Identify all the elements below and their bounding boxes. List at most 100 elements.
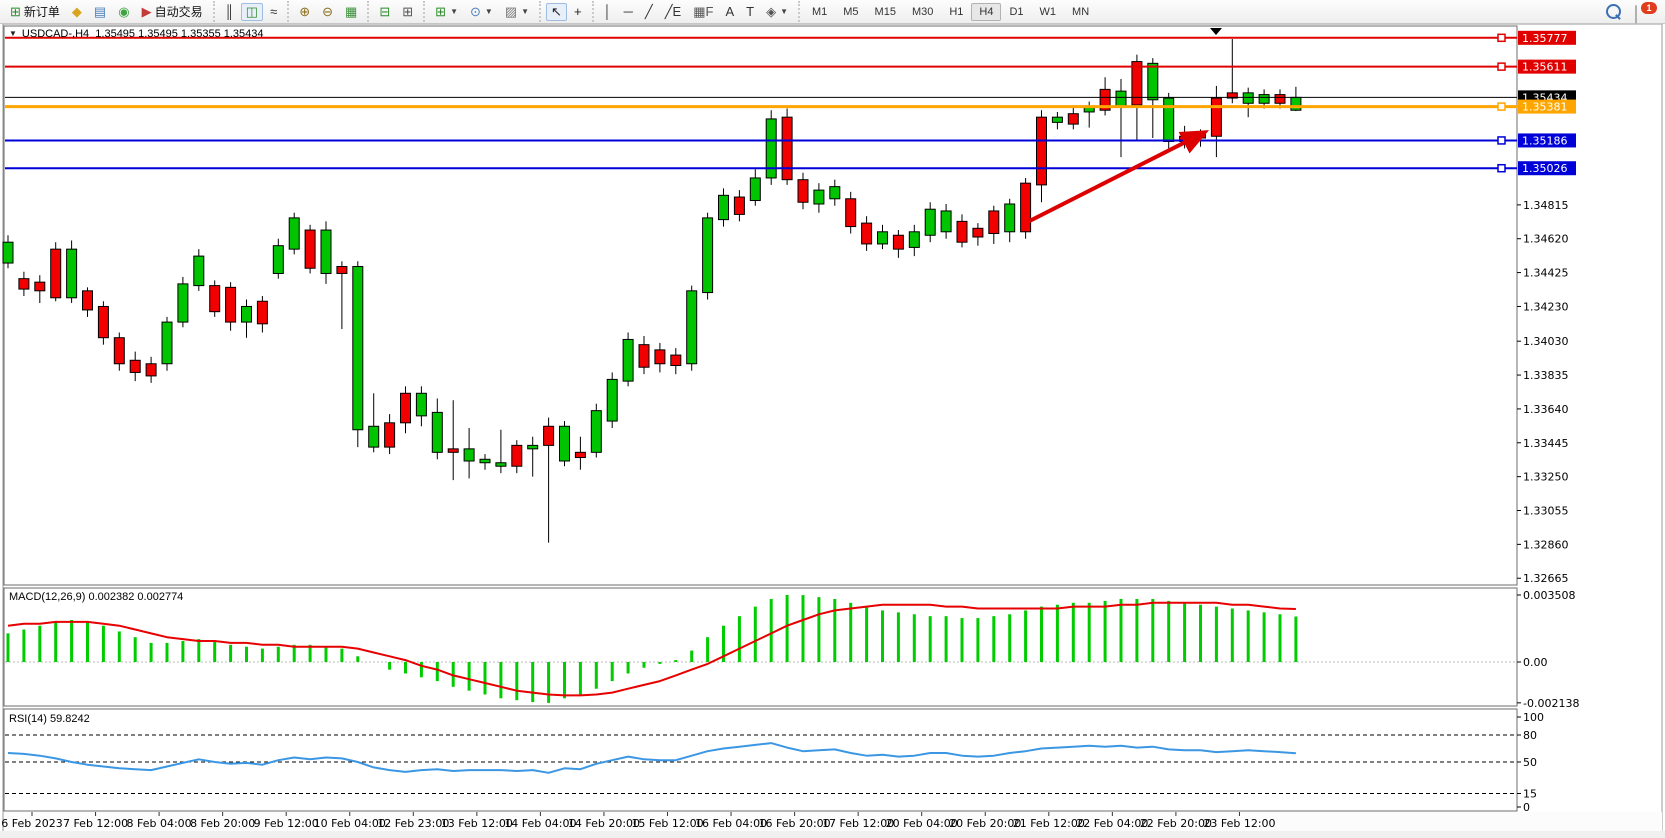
- zoom-out-button[interactable]: ⊖: [317, 3, 338, 21]
- svg-text:12 Feb 23:00: 12 Feb 23:00: [377, 817, 449, 830]
- toolbar-group: ⊟ ⊞: [367, 1, 423, 22]
- timeframe-group: M1 M5 M15 M30 H1 H4 D1 W1 MN: [797, 1, 1101, 22]
- grid-icon: ▦F: [693, 3, 714, 19]
- market-watch-icon: ▤: [93, 3, 107, 19]
- crosshair-button[interactable]: +: [569, 3, 587, 21]
- macd-histogram: [6, 594, 1298, 703]
- notifications-button[interactable]: 1: [1635, 1, 1657, 24]
- chart-expand-icon[interactable]: ▼: [9, 29, 17, 38]
- chevron-down-icon[interactable]: ▼: [450, 7, 458, 16]
- svg-text:1.34425: 1.34425: [1523, 267, 1569, 280]
- navigator-button[interactable]: ◆: [67, 3, 87, 21]
- price-line-label[interactable]: [1518, 133, 1576, 148]
- candlestick-chart-button[interactable]: ◫: [240, 2, 264, 21]
- arrows-icon: ◈: [766, 3, 777, 19]
- chevron-down-icon[interactable]: ▼: [484, 7, 493, 16]
- text-button[interactable]: A: [720, 3, 739, 21]
- price-line-label[interactable]: [1518, 99, 1576, 114]
- arrows-button[interactable]: ◈ ▼: [761, 3, 793, 21]
- autotrading-button-label: 自动交易: [154, 5, 203, 19]
- signals-button[interactable]: ◉: [113, 3, 134, 21]
- svg-text:1.33835: 1.33835: [1523, 369, 1569, 382]
- horizontal-line-button[interactable]: ─: [619, 3, 638, 21]
- timeframe-w1[interactable]: W1: [1039, 5, 1057, 18]
- line-chart-button[interactable]: ≈: [265, 3, 282, 21]
- svg-text:9 Feb 12:00: 9 Feb 12:00: [254, 817, 319, 830]
- template-button[interactable]: ▨ ▼: [500, 3, 534, 21]
- chart-shift-marker-icon[interactable]: [1210, 28, 1222, 35]
- toolbar-group: ⊞ ▼ ⊙ ▼ ▨ ▼: [423, 1, 539, 22]
- timeframe-m15[interactable]: M15: [874, 5, 896, 18]
- toolbar-group: ⊞ 新订单 ◆ ▤ ◉ ▶ 自动交易: [0, 1, 213, 22]
- macd-values: 0.002382 0.002774: [88, 591, 184, 603]
- trend-arrow-annotation[interactable]: [1027, 130, 1210, 224]
- price-line-label[interactable]: [1518, 59, 1576, 74]
- svg-text:1.35026: 1.35026: [1522, 162, 1568, 175]
- add-indicator-button[interactable]: ⊞ ▼: [430, 3, 463, 21]
- cursor-button[interactable]: ↖: [546, 2, 567, 21]
- svg-text:1.33640: 1.33640: [1523, 403, 1569, 416]
- search-icon[interactable]: [1606, 4, 1621, 19]
- fibonacci-button[interactable]: ╱E: [660, 3, 687, 21]
- new-order-button[interactable]: ⊞ 新订单: [5, 1, 65, 22]
- tile-windows-icon: ▦: [345, 3, 358, 19]
- vertical-line-button[interactable]: │: [599, 3, 617, 21]
- svg-text:22 Feb 04:00: 22 Feb 04:00: [1076, 817, 1148, 830]
- svg-text:1.32665: 1.32665: [1523, 572, 1569, 585]
- chevron-down-icon[interactable]: ▼: [780, 7, 788, 16]
- timeframe-m30[interactable]: M30: [911, 5, 934, 18]
- chart-header[interactable]: ▼ USDCAD-,H4 1.35495 1.35495 1.35355 1.35…: [9, 28, 264, 40]
- price-line[interactable]: 1.35777: [5, 30, 1576, 45]
- price-line-label[interactable]: [1518, 161, 1576, 176]
- svg-text:14 Feb 04:00: 14 Feb 04:00: [504, 817, 576, 830]
- cursor-icon: ↖: [551, 3, 562, 19]
- timeframe-mn[interactable]: MN: [1072, 5, 1090, 18]
- svg-text:17 Feb 12:00: 17 Feb 12:00: [822, 817, 894, 830]
- price-line[interactable]: 1.35026: [5, 161, 1576, 176]
- tile-windows-button[interactable]: ▦: [340, 3, 362, 21]
- svg-text:1.34620: 1.34620: [1523, 233, 1569, 246]
- text-label-icon: T: [746, 3, 755, 19]
- indicator-window-button[interactable]: ⊟: [374, 3, 395, 21]
- market-watch-button[interactable]: ▤: [89, 3, 111, 21]
- bar-chart-button[interactable]: ║: [220, 3, 239, 21]
- chevron-down-icon[interactable]: ▼: [521, 7, 530, 16]
- svg-text:20 Feb 04:00: 20 Feb 04:00: [886, 817, 958, 830]
- price-line[interactable]: 1.35186: [5, 133, 1576, 148]
- price-line[interactable]: 1.35381: [5, 99, 1576, 114]
- timeframe-h4[interactable]: H4: [971, 2, 1002, 21]
- autotrading-icon: ▶: [141, 3, 152, 19]
- price-line[interactable]: 1.35611: [5, 59, 1576, 74]
- horizontal-line-icon: ─: [623, 3, 633, 19]
- svg-text:1.33250: 1.33250: [1523, 471, 1569, 484]
- zoom-in-button[interactable]: ⊕: [294, 3, 315, 21]
- svg-text:50: 50: [1523, 756, 1537, 769]
- svg-text:15 Feb 12:00: 15 Feb 12:00: [631, 817, 703, 830]
- trendline-button[interactable]: ╱: [640, 3, 658, 21]
- svg-text:1.34815: 1.34815: [1523, 199, 1569, 212]
- svg-text:1.33055: 1.33055: [1523, 505, 1569, 518]
- chart-symbol-period: USDCAD-,H4: [21, 28, 90, 40]
- price-line-label[interactable]: [1518, 30, 1576, 45]
- svg-text:6 Feb 2023: 6 Feb 2023: [1, 817, 62, 830]
- indicator-window-2-button[interactable]: ⊞: [397, 3, 418, 21]
- text-label-button[interactable]: T: [741, 3, 759, 21]
- svg-text:20 Feb 20:00: 20 Feb 20:00: [949, 817, 1021, 830]
- new-order-icon: ⊞: [10, 3, 21, 19]
- autotrading-button[interactable]: ▶ 自动交易: [137, 1, 208, 22]
- period-button[interactable]: ⊙ ▼: [465, 3, 498, 21]
- toolbar-group: ║ ◫ ≈: [212, 1, 288, 22]
- signals-icon: ◉: [118, 3, 130, 19]
- timeframe-m1[interactable]: M1: [811, 5, 828, 18]
- grid-button[interactable]: ▦F: [688, 3, 718, 21]
- svg-text:-0.002138: -0.002138: [1523, 697, 1579, 710]
- timeframe-d1[interactable]: D1: [1009, 5, 1024, 18]
- timeframe-h1[interactable]: H1: [949, 5, 964, 18]
- clock-icon: ⊙: [469, 3, 481, 19]
- svg-text:8 Feb 20:00: 8 Feb 20:00: [190, 817, 255, 830]
- svg-text:1.35186: 1.35186: [1522, 134, 1568, 147]
- svg-text:16 Feb 04:00: 16 Feb 04:00: [695, 817, 767, 830]
- timeframe-m5[interactable]: M5: [843, 5, 859, 18]
